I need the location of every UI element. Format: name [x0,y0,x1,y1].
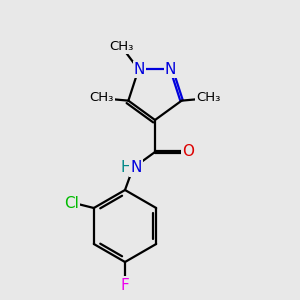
Text: F: F [121,278,129,292]
Text: CH₃: CH₃ [89,91,114,104]
Text: O: O [182,145,194,160]
Text: N: N [165,62,176,77]
Text: N: N [130,160,142,175]
Text: Cl: Cl [64,196,79,211]
Text: CH₃: CH₃ [110,40,134,53]
Text: H: H [120,160,132,175]
Text: CH₃: CH₃ [196,91,221,104]
Text: N: N [134,62,145,77]
